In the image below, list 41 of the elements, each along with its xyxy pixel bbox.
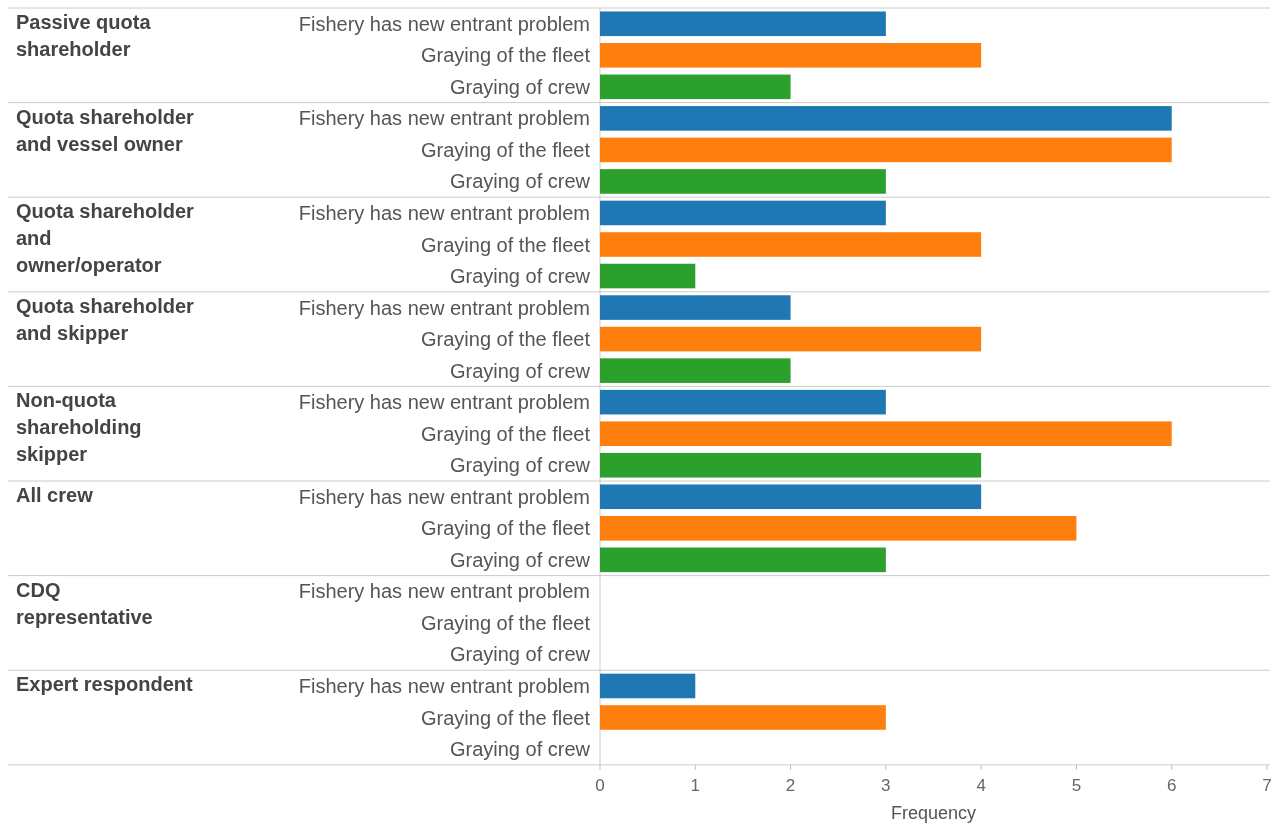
y-tick-label: Graying of the fleet bbox=[421, 517, 591, 540]
y-tick-label: Fishery has new entrant problem bbox=[298, 391, 590, 414]
y-axis-title: Expert respondent bbox=[16, 673, 194, 696]
y-tick-label: Fishery has new entrant problem bbox=[298, 674, 590, 697]
x-tick-label: 2 bbox=[785, 775, 796, 795]
y-tick-label: Graying of the fleet bbox=[421, 233, 591, 256]
y-tick-label: Graying of the fleet bbox=[421, 138, 591, 161]
x-tick-label: 7 bbox=[1262, 775, 1272, 795]
y-axis-title: All crew bbox=[16, 484, 94, 506]
y-axis-title: Passive quota shareholder bbox=[16, 11, 152, 60]
y-axis-title: Quota shareholder and owner/operator bbox=[16, 200, 195, 277]
y-tick-label: Graying of crew bbox=[449, 454, 591, 477]
y-tick-label: Graying of crew bbox=[449, 643, 591, 666]
y-tick-label: Fishery has new entrant problem bbox=[298, 580, 590, 603]
y-tick-label: Fishery has new entrant problem bbox=[298, 12, 590, 35]
y-tick-label: Fishery has new entrant problem bbox=[298, 107, 590, 130]
x-tick-label: 1 bbox=[690, 775, 701, 795]
x-tick-label: 4 bbox=[976, 775, 986, 795]
y-tick-label: Graying of the fleet bbox=[421, 706, 591, 729]
y-tick-label: Fishery has new entrant problem bbox=[298, 296, 590, 319]
y-tick-label: Fishery has new entrant problem bbox=[298, 201, 590, 224]
y-tick-label: Graying of crew bbox=[449, 548, 591, 571]
y-tick-label: Graying of crew bbox=[449, 170, 591, 193]
y-tick-label: Graying of the fleet bbox=[421, 611, 591, 634]
y-axis-title: Quota shareholder and skipper bbox=[16, 294, 195, 344]
y-tick-label: Fishery has new entrant problem bbox=[298, 485, 590, 508]
y-tick-label: Graying of the fleet bbox=[421, 328, 591, 351]
y-tick-label: Graying of crew bbox=[449, 359, 591, 382]
y-axis-title: Non-quota shareholding skipper bbox=[16, 389, 142, 466]
y-tick-label: Graying of crew bbox=[449, 265, 591, 288]
y-axis-title: CDQ representative bbox=[16, 578, 153, 628]
x-tick-label: 6 bbox=[1166, 775, 1177, 795]
x-tick-label: 3 bbox=[881, 775, 891, 795]
x-tick-label: 5 bbox=[1071, 775, 1082, 795]
y-tick-label: Graying of crew bbox=[449, 75, 591, 98]
y-tick-label: Graying of the fleet bbox=[421, 44, 591, 67]
y-tick-label: Graying of the fleet bbox=[421, 422, 591, 445]
y-axis-title: Quota shareholder and vessel owner bbox=[16, 105, 195, 155]
y-tick-label: Graying of crew bbox=[449, 738, 591, 761]
x-axis-title: Frequency bbox=[890, 802, 977, 823]
x-tick-label: 0 bbox=[595, 775, 605, 795]
